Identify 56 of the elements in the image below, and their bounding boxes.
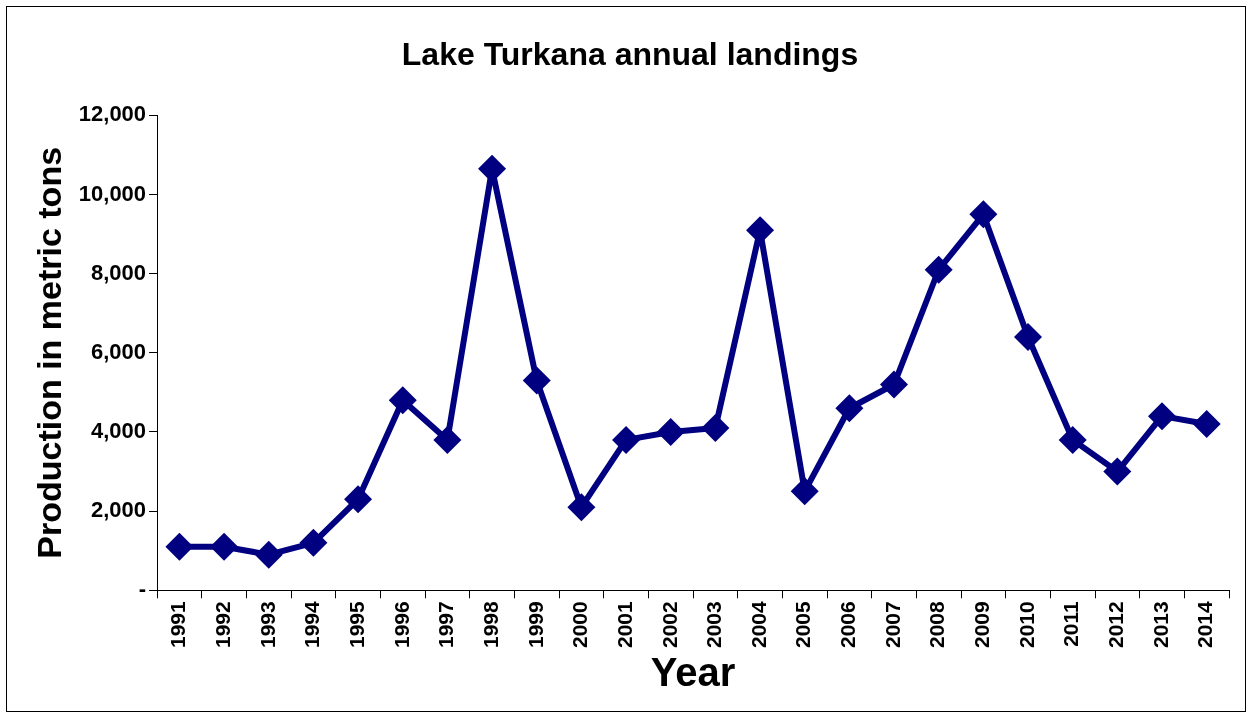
x-tick-label: 2002 [657,601,681,648]
point [433,425,462,454]
point [344,485,373,514]
y-tick-label: 2,000 [91,497,147,523]
point [1103,457,1132,486]
y-tick-label: - [138,576,147,602]
x-tick-label: 2012 [1104,601,1128,648]
point [210,532,239,561]
x-tick-label: 2003 [702,601,726,648]
x-tick-label: 1994 [300,600,324,648]
point [388,386,417,415]
y-tick-label: 10,000 [78,180,147,206]
x-tick-label: 2000 [568,601,592,648]
x-tick-label: 1998 [478,600,502,648]
x-tick-label: 2005 [791,600,815,648]
x-tick-label: 2013 [1148,601,1172,648]
x-tick-label: 2010 [1014,601,1038,648]
point [165,532,194,561]
x-tick-label: 2011 [1059,600,1083,647]
x-tick-label: 2008 [925,600,949,648]
x-tick-label: 1993 [255,601,279,648]
x-axis-title: Year [650,650,736,695]
point [522,366,551,395]
point [969,200,998,229]
x-tick-label: 2006 [836,601,860,648]
point [1192,410,1221,439]
x-tick-label: 1999 [523,601,547,648]
y-tick-label: 12,000 [78,101,147,127]
x-tick-label: 1992 [210,601,234,648]
x-tick-label: 2001 [612,600,636,648]
x-tick-label: 1996 [389,601,413,648]
point [1148,402,1177,431]
x-tick-label: 2014 [1193,600,1217,648]
point [299,528,328,557]
x-tick-label: 1995 [344,600,368,648]
chart-title: Lake Turkana annual landings [401,36,859,73]
x-tick-label: 2009 [970,601,994,648]
point [790,477,819,506]
point [567,493,596,522]
y-tick-label: 6,000 [91,338,147,364]
y-axis-title: Production in metric tons [29,146,68,559]
point [612,425,641,454]
x-tick-label: 2007 [880,601,904,648]
x-tick-label: 2004 [746,600,770,648]
point [701,414,730,443]
y-tick-label: 8,000 [91,259,147,285]
point [1014,323,1043,352]
point [880,370,909,399]
x-tick-label: 1997 [434,601,458,648]
x-tick-label: 1991 [166,600,190,648]
y-tick-label: 4,000 [91,418,147,444]
point [1058,425,1087,454]
point [924,255,953,284]
point [254,540,283,569]
point [656,417,685,446]
point [835,394,864,423]
